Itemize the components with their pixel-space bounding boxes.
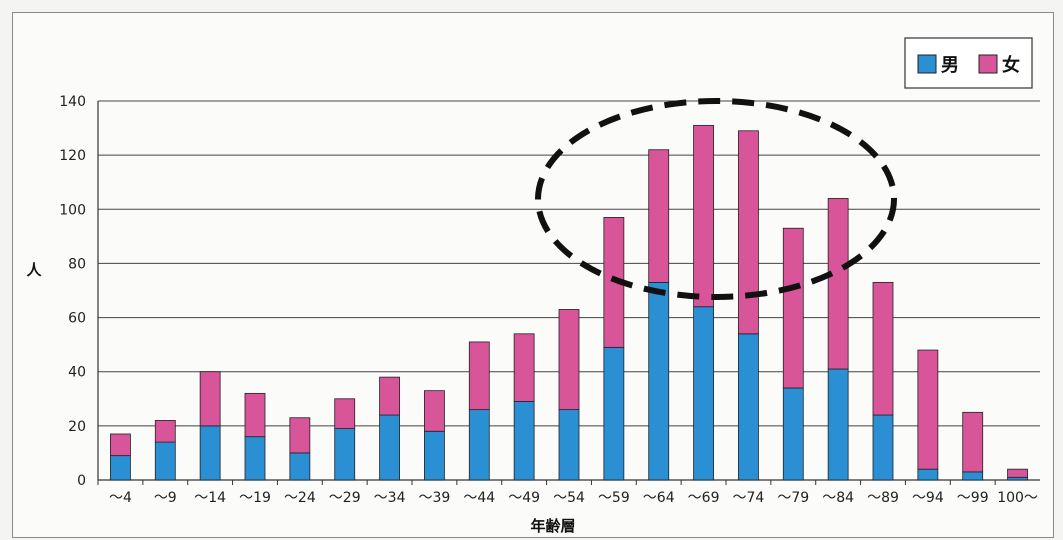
bar-female xyxy=(154,420,176,443)
bar-male xyxy=(110,455,131,481)
x-tick-label: ～9 xyxy=(154,490,177,506)
y-tick-label: 60 xyxy=(68,311,86,327)
x-tick-label: ～34 xyxy=(374,490,406,506)
bar-male xyxy=(424,430,445,481)
bar-male xyxy=(513,401,535,481)
bar-female xyxy=(962,411,984,473)
bar-female xyxy=(738,130,759,335)
x-axis-ticks: ～4 ～9 ～14 ～19 ～24 ～29 ～34 ～39 ～44 ～49 ～54 ～59 ～64 ～69… xyxy=(97,480,1038,506)
bar-female xyxy=(782,227,804,389)
y-axis-label: 人 xyxy=(26,261,42,279)
x-tick-label: ～49 xyxy=(508,490,540,506)
bar-male xyxy=(962,471,984,481)
bar-male xyxy=(199,425,221,481)
bar-female xyxy=(199,371,221,427)
bar-female xyxy=(513,333,535,402)
bar-male xyxy=(154,441,176,481)
x-tick-label: ～64 xyxy=(643,490,675,506)
legend-label-female: 女 xyxy=(1002,54,1020,76)
bar-male xyxy=(648,281,670,481)
x-tick-label: ～59 xyxy=(598,490,630,506)
bar-male xyxy=(558,409,580,481)
bar-female xyxy=(917,349,939,470)
legend-label-male: 男 xyxy=(941,55,959,76)
bar-male xyxy=(289,452,311,481)
legend: 男 女 xyxy=(904,37,1033,89)
legend-swatch-female xyxy=(978,54,998,74)
x-tick-label: 100～ xyxy=(997,490,1038,506)
bar-female xyxy=(289,417,311,454)
y-axis-ticks: 0 20 40 60 80 100 120 140 xyxy=(59,94,86,489)
bar-female xyxy=(558,309,580,411)
x-tick-label: ～24 xyxy=(284,490,316,506)
bar-male xyxy=(603,346,625,481)
highlight-dashed-ellipse xyxy=(535,98,897,300)
y-tick-label: 20 xyxy=(68,419,86,435)
bar-male xyxy=(379,414,400,481)
bar-female xyxy=(379,376,400,416)
bar-female xyxy=(334,398,356,429)
x-axis-label: 年齢層 xyxy=(530,517,575,535)
bar-female xyxy=(424,390,445,432)
bar-female xyxy=(1007,468,1028,478)
bar-male xyxy=(872,414,894,481)
x-tick-label: ～89 xyxy=(867,490,899,506)
y-tick-label: 140 xyxy=(59,94,86,110)
x-tick-label: ～99 xyxy=(957,490,989,506)
x-tick-label: ～74 xyxy=(733,490,765,506)
x-tick-label: ～79 xyxy=(777,490,809,506)
bar-female xyxy=(648,149,670,283)
bar-female xyxy=(827,198,849,370)
bar-male xyxy=(738,333,759,481)
x-tick-label: ～19 xyxy=(239,490,271,506)
x-tick-label: ～4 xyxy=(109,490,132,506)
bar-male xyxy=(782,387,804,481)
x-tick-label: ～69 xyxy=(688,490,720,506)
y-tick-label: 40 xyxy=(68,365,86,381)
y-tick-label: 120 xyxy=(59,148,86,164)
x-tick-label: ～54 xyxy=(553,490,585,506)
bar-female xyxy=(244,392,266,438)
bar-male xyxy=(334,428,356,481)
x-tick-label: ～39 xyxy=(419,490,451,506)
x-tick-label: ～84 xyxy=(822,490,854,506)
bar-male xyxy=(244,436,266,481)
x-tick-label: ～14 xyxy=(194,490,226,506)
bar-female xyxy=(468,341,490,411)
legend-swatch-male xyxy=(917,54,937,74)
x-tick-label: ～94 xyxy=(912,490,944,506)
bar-male xyxy=(827,368,849,481)
bar-male xyxy=(917,468,939,481)
y-tick-label: 100 xyxy=(59,202,86,218)
x-tick-label: ～44 xyxy=(463,490,495,506)
x-tick-label: ～29 xyxy=(329,490,361,506)
bar-female xyxy=(110,433,131,457)
y-tick-label: 0 xyxy=(77,473,86,489)
bar-female xyxy=(693,124,714,308)
bar-male xyxy=(1007,476,1028,481)
bar-male xyxy=(693,306,714,481)
y-tick-label: 80 xyxy=(68,256,86,272)
bar-female xyxy=(872,281,894,416)
bar-male xyxy=(468,409,490,481)
